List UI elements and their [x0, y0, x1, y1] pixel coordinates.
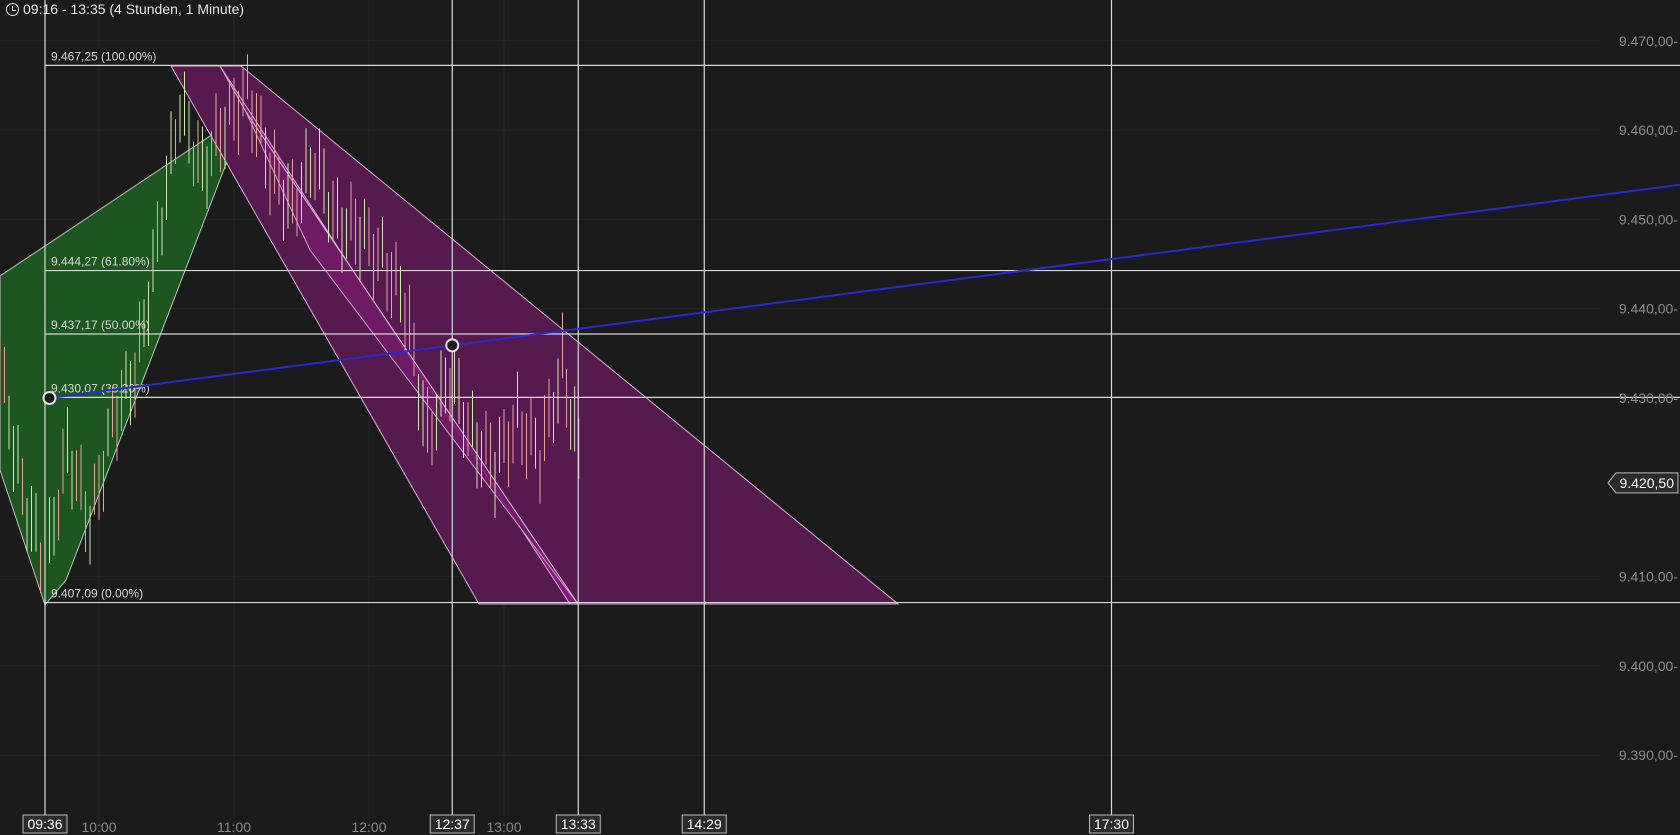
time-marker-box: [22, 814, 68, 834]
trendline-anchor-handle[interactable]: [445, 338, 460, 353]
x-tick-label: 12:00: [351, 819, 386, 835]
time-marker-label: 12:37: [435, 816, 470, 832]
time-marker-label: 17:30: [1094, 816, 1129, 832]
current-price-label: 9.420,50: [1620, 475, 1675, 491]
fib-level-label: 9.437,17 (50.00%): [51, 318, 150, 332]
time-marker-label: 09:36: [27, 816, 62, 832]
x-tick-label: 10:00: [81, 819, 116, 835]
time-marker-label: 14:29: [687, 816, 722, 832]
trendline-anchor-handle[interactable]: [42, 391, 57, 405]
time-range-label: 09:16 - 13:35 (4 Stunden, 1 Minute): [23, 1, 245, 17]
fib-level-label: 9.430,07 (38.20%): [51, 381, 150, 395]
green-pattern-fill: [0, 110, 248, 607]
y-tick-label: 9.430,00-: [1619, 390, 1678, 406]
y-tick-label: 9.390,00-: [1619, 747, 1678, 763]
y-tick-label: 9.470,00-: [1619, 33, 1678, 49]
fib-level-label: 9.467,25 (100.00%): [51, 49, 156, 63]
time-marker-label: 13:33: [561, 816, 596, 832]
x-tick-label: 13:00: [486, 819, 521, 835]
y-tick-label: 9.410,00-: [1619, 569, 1678, 585]
y-tick-label: 9.460,00-: [1619, 122, 1678, 138]
current-price-marker: [1607, 472, 1679, 494]
clock-icon: [6, 2, 19, 16]
y-tick-label: 9.400,00-: [1619, 658, 1678, 674]
time-range-header: 09:16 - 13:35 (4 Stunden, 1 Minute): [6, 1, 244, 17]
fib-level-label: 9.407,09 (0.00%): [51, 587, 143, 601]
y-tick-label: 9.450,00-: [1619, 211, 1678, 227]
trendline: [49, 183, 1680, 399]
time-marker-box: [555, 814, 601, 834]
time-marker-box: [429, 814, 475, 834]
x-tick-label: 11:00: [217, 819, 251, 835]
time-marker-box: [681, 814, 727, 834]
y-tick-label: 9.440,00-: [1619, 301, 1678, 317]
time-marker-box: [1089, 814, 1134, 834]
fib-level-label: 9.444,27 (61.80%): [51, 255, 150, 269]
